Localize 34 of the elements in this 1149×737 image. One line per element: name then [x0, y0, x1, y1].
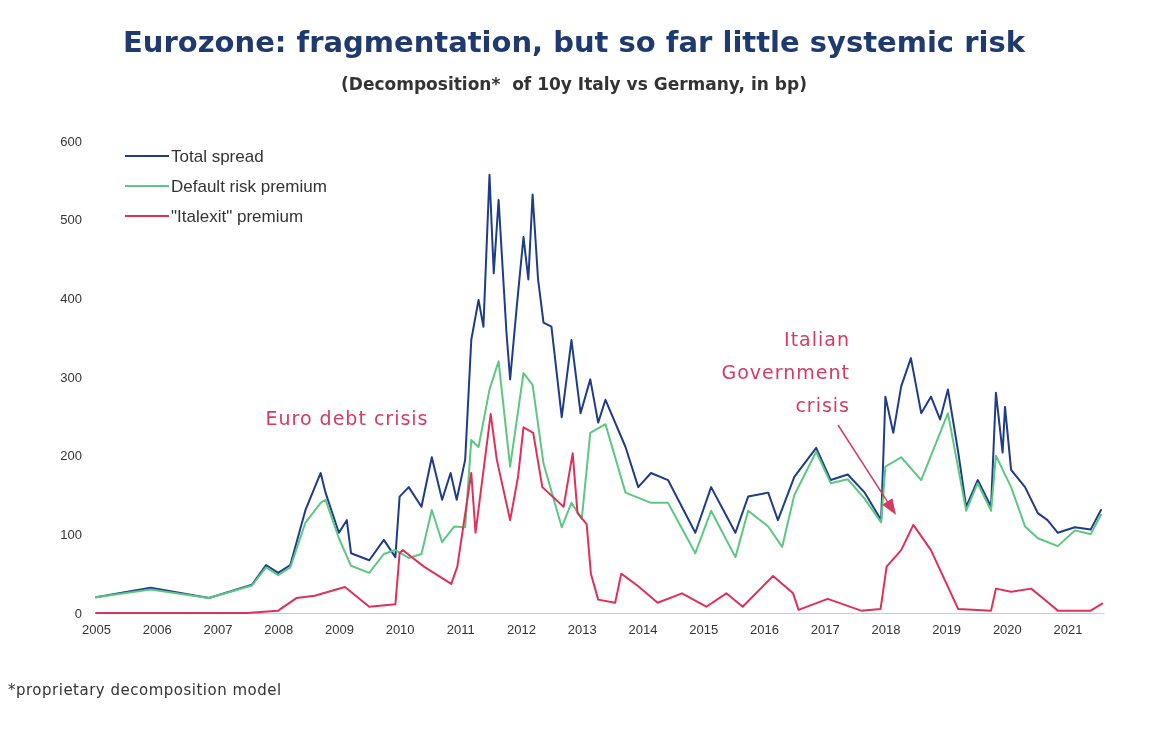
- y-tick-label: 300: [60, 369, 82, 385]
- line-series: [95, 412, 1104, 614]
- chart-subtitle: (Decomposition* of 10y Italy vs Germany, in bp): [341, 74, 807, 94]
- x-tick-label: 2018: [871, 622, 901, 638]
- x-tick-label: 2020: [992, 622, 1022, 638]
- x-tick-label: 2019: [932, 622, 962, 638]
- annotation: Italian Government crisis: [721, 328, 850, 416]
- text: *proprietary decomposition model: [8, 681, 282, 699]
- legend-label: Total spread: [171, 147, 264, 166]
- legend-label: Default risk premium: [171, 177, 327, 196]
- x-tick-label: 2017: [810, 622, 840, 638]
- line-series: [95, 360, 1102, 600]
- x-tick-label: 2014: [628, 622, 658, 638]
- y-tick-label: 400: [60, 290, 82, 306]
- x-tick-label: 2011: [446, 622, 475, 638]
- x-tick-label: 2021: [1053, 622, 1083, 638]
- x-tick-label: 2005: [82, 622, 111, 638]
- y-tick-label: 500: [60, 212, 82, 228]
- x-tick-label: 2013: [567, 622, 597, 638]
- y-tick-label: 100: [60, 526, 82, 542]
- x-tick-label: 2006: [142, 622, 172, 638]
- x-tick-label: 2010: [385, 622, 415, 638]
- x-tick-label: 2012: [507, 622, 537, 638]
- chart-title: Eurozone: fragmentation, but so far little systemic risk: [123, 25, 1026, 59]
- x-tick-label: 2008: [264, 622, 294, 638]
- legend-label: "Italexit" premium: [171, 207, 304, 226]
- y-tick-label: 200: [60, 448, 82, 464]
- annotation: Euro debt crisis: [265, 407, 429, 429]
- x-tick-label: 2016: [749, 622, 779, 638]
- x-tick-label: 2007: [203, 622, 233, 638]
- x-tick-label: 2015: [689, 622, 719, 638]
- x-tick-label: 2009: [324, 622, 354, 638]
- y-tick-label: 600: [60, 133, 82, 149]
- y-tick-label: 0: [74, 605, 82, 621]
